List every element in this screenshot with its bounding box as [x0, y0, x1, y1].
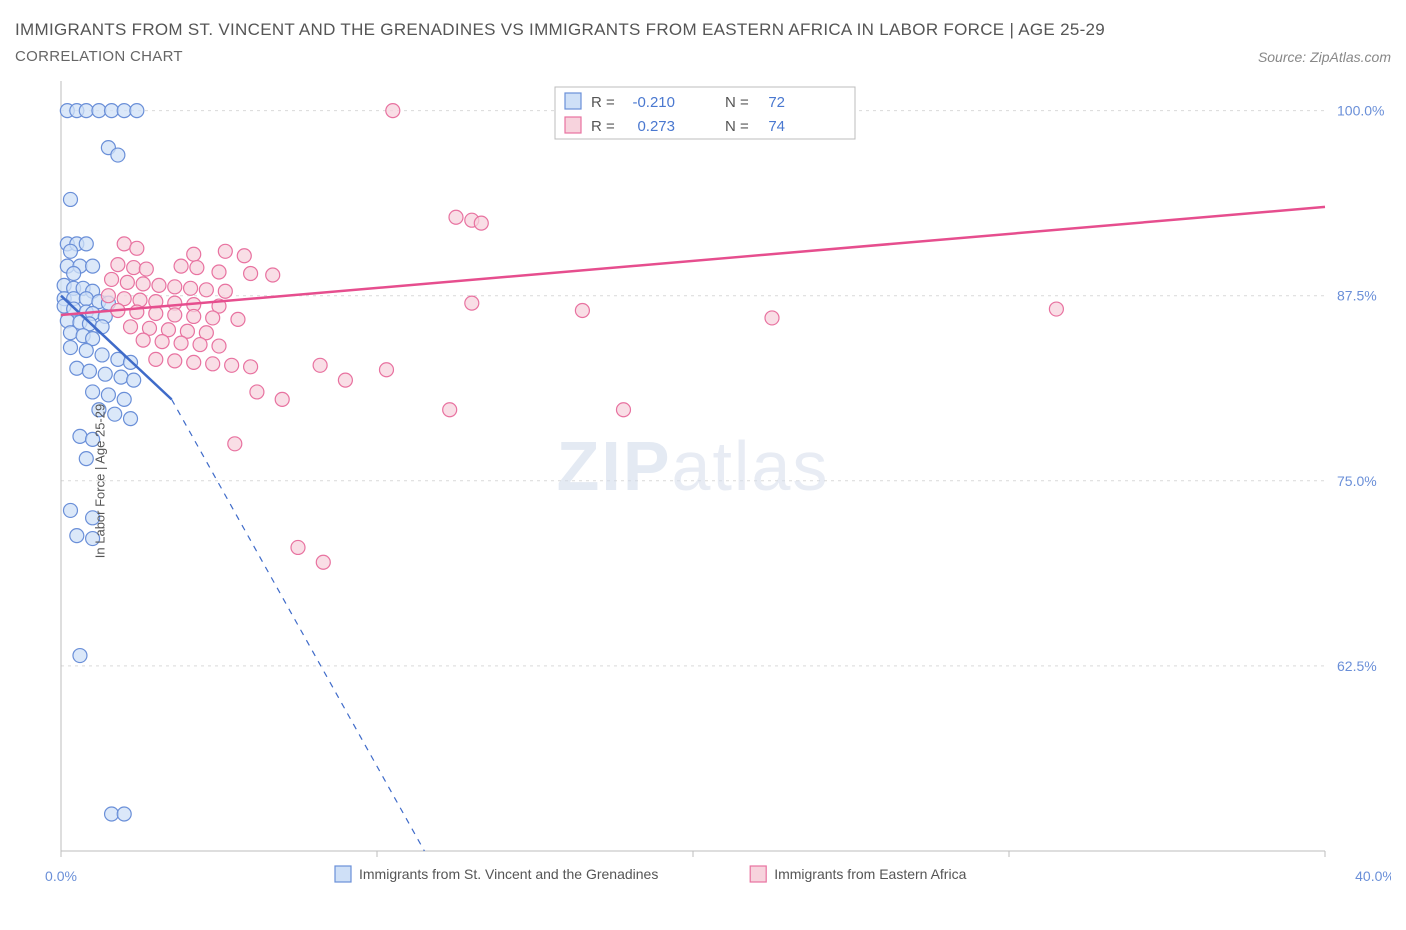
svg-text:0.273: 0.273 — [637, 118, 675, 135]
y-axis-label: In Labor Force | Age 25-29 — [93, 404, 108, 558]
svg-text:N =: N = — [725, 118, 749, 135]
chart-title: IMMIGRANTS FROM ST. VINCENT AND THE GREN… — [15, 20, 1391, 40]
svg-text:87.5%: 87.5% — [1337, 288, 1377, 304]
scatter-chart: ZIPatlas 62.5% 75.0% 87.5% 100.0% 0.0% 40.0% R … — [15, 71, 1391, 891]
svg-text:R =: R = — [591, 94, 615, 111]
svg-text:R =: R = — [591, 118, 615, 135]
chart-container: IMMIGRANTS FROM ST. VINCENT AND THE GREN… — [0, 0, 1406, 930]
svg-text:40.0%: 40.0% — [1355, 868, 1391, 884]
svg-text:Immigrants from Eastern Africa: Immigrants from Eastern Africa — [774, 866, 966, 882]
subtitle-row: CORRELATION CHART Source: ZipAtlas.com — [15, 48, 1391, 65]
chart-subtitle: CORRELATION CHART — [15, 48, 183, 65]
source-attribution: Source: ZipAtlas.com — [1258, 49, 1391, 65]
svg-text:74: 74 — [768, 118, 785, 135]
svg-text:Immigrants from St. Vincent an: Immigrants from St. Vincent and the Gren… — [359, 866, 658, 882]
svg-text:0.0%: 0.0% — [45, 868, 77, 884]
svg-text:100.0%: 100.0% — [1337, 103, 1384, 119]
svg-text:ZIPatlas: ZIPatlas — [557, 427, 830, 505]
source-label: Source: — [1258, 49, 1310, 65]
svg-text:62.5%: 62.5% — [1337, 658, 1377, 674]
chart-area: In Labor Force | Age 25-29 ZIPatlas 62.5%… — [15, 71, 1391, 891]
svg-text:-0.210: -0.210 — [632, 94, 675, 111]
svg-text:75.0%: 75.0% — [1337, 473, 1377, 489]
svg-text:N =: N = — [725, 94, 749, 111]
svg-text:72: 72 — [768, 94, 785, 111]
source-name: ZipAtlas.com — [1310, 49, 1391, 65]
